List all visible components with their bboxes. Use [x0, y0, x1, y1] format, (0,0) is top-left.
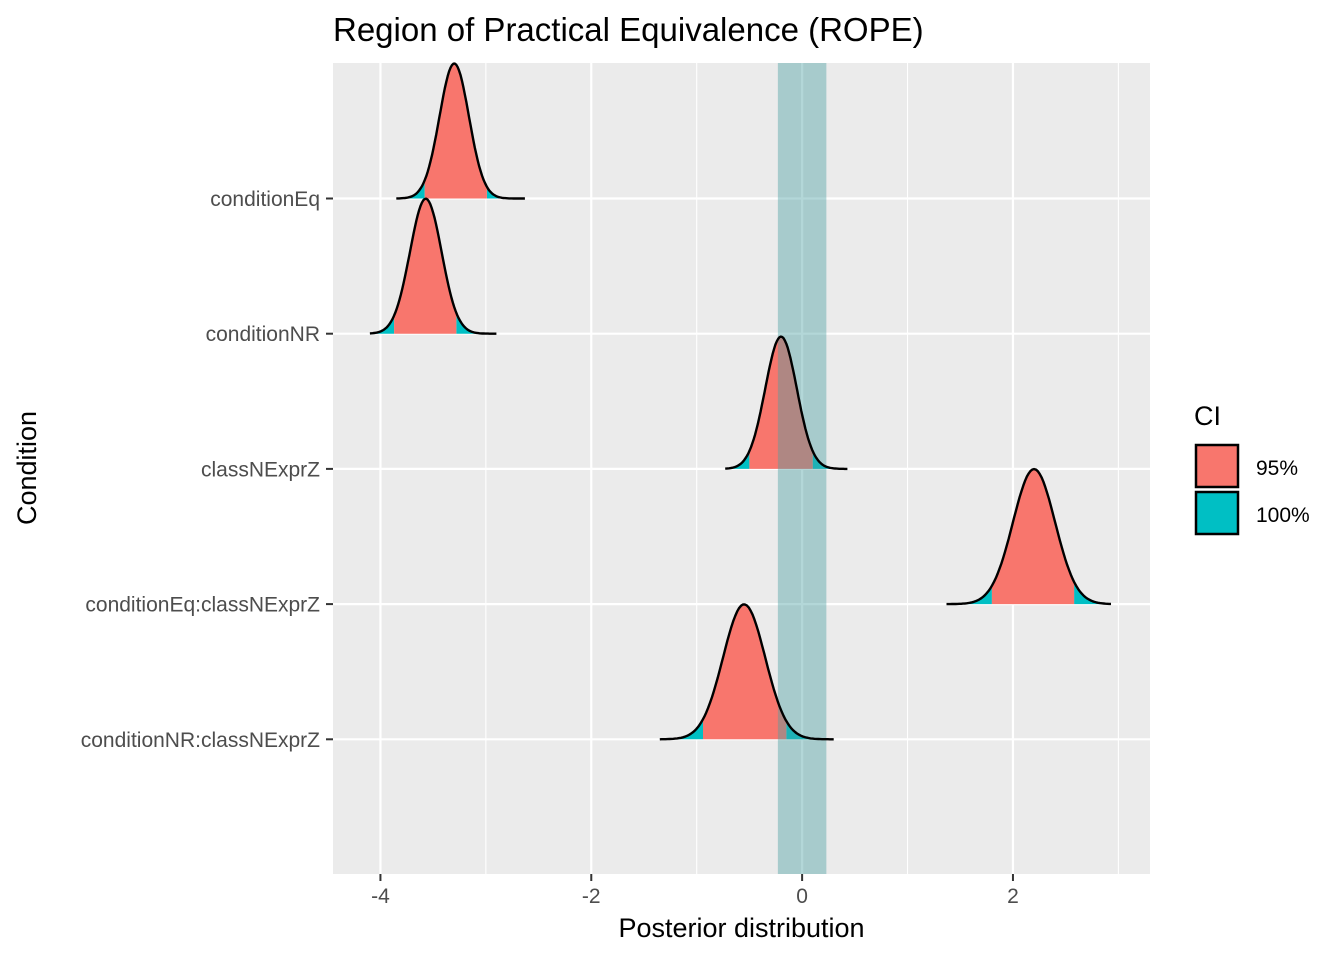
density-outline [659, 603, 834, 741]
density-ci95 [749, 336, 813, 469]
legend-label-95: 95% [1256, 457, 1298, 480]
y-tick-label: conditionEq:classNExprZ [85, 594, 320, 617]
x-tick-label: -4 [371, 885, 390, 908]
legend: CI 95% 100% [1194, 401, 1310, 536]
density-outline [946, 467, 1111, 606]
density-tail-right [1074, 581, 1111, 605]
density-ci95 [394, 198, 457, 334]
density-outlines [369, 62, 1111, 741]
density-ci95 [424, 63, 487, 199]
legend-key-95 [1194, 443, 1240, 489]
y-tick-label: conditionEq [210, 188, 320, 211]
x-axis: -4 -2 0 2 [371, 874, 1019, 908]
rope-rect [777, 63, 827, 874]
density-curves [369, 63, 1111, 740]
density-outline [396, 62, 525, 200]
density-ci95 [991, 469, 1075, 605]
y-tick-label: classNExprZ [201, 458, 320, 481]
density-tail-right [486, 186, 525, 199]
x-tick-label: 0 [796, 885, 808, 908]
y-axis: conditionEq conditionNR classNExprZ conditi… [81, 188, 333, 752]
chart-title: Region of Practical Equivalence (ROPE) [333, 11, 924, 48]
legend-title: CI [1194, 401, 1221, 431]
legend-label-100: 100% [1256, 504, 1310, 527]
x-axis-title: Posterior distribution [618, 913, 864, 943]
y-tick-label: conditionNR [206, 323, 320, 346]
y-tick-label: conditionNR:classNExprZ [81, 729, 320, 752]
x-tick-label: -2 [582, 885, 601, 908]
legend-key-100 [1194, 490, 1240, 536]
x-tick-label: 2 [1007, 885, 1019, 908]
rope-band [777, 63, 827, 874]
density-tail-left [369, 315, 395, 334]
density-ci95 [703, 604, 787, 740]
density-outline [369, 197, 497, 335]
density-tail-left [659, 719, 703, 740]
density-outline [725, 335, 848, 471]
y-axis-title: Condition [12, 411, 42, 525]
density-tail-left [725, 451, 750, 469]
density-tail-right [456, 312, 497, 334]
